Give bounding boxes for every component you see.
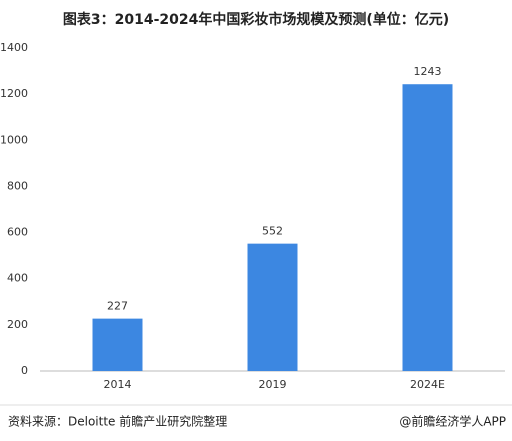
y-tick-label: 0: [21, 364, 28, 377]
y-tick-label: 200: [7, 318, 28, 331]
source: 资料来源：Deloitte 前瞻产业研究院整理: [8, 414, 227, 429]
y-tick-label: 600: [7, 226, 28, 239]
chart-title: 图表3：2014-2024年中国彩妆市场规模及预测(单位：亿元): [63, 11, 449, 28]
data-label: 1243: [414, 65, 442, 78]
y-tick-label: 400: [7, 272, 28, 285]
data-label: 227: [107, 300, 128, 313]
x-tick-label: 2014: [104, 378, 132, 391]
x-tick-label: 2019: [259, 378, 287, 391]
x-tick-label: 2024E: [410, 378, 445, 391]
bar: [247, 243, 298, 371]
credit: @前瞻经济学人APP: [399, 414, 506, 429]
y-tick-label: 1200: [0, 87, 28, 100]
y-tick-label: 1400: [0, 41, 28, 54]
bar: [402, 84, 453, 372]
y-tick-label: 800: [7, 179, 28, 192]
y-tick-label: 1000: [0, 133, 28, 146]
bar: [92, 318, 143, 371]
data-label: 552: [262, 225, 283, 238]
